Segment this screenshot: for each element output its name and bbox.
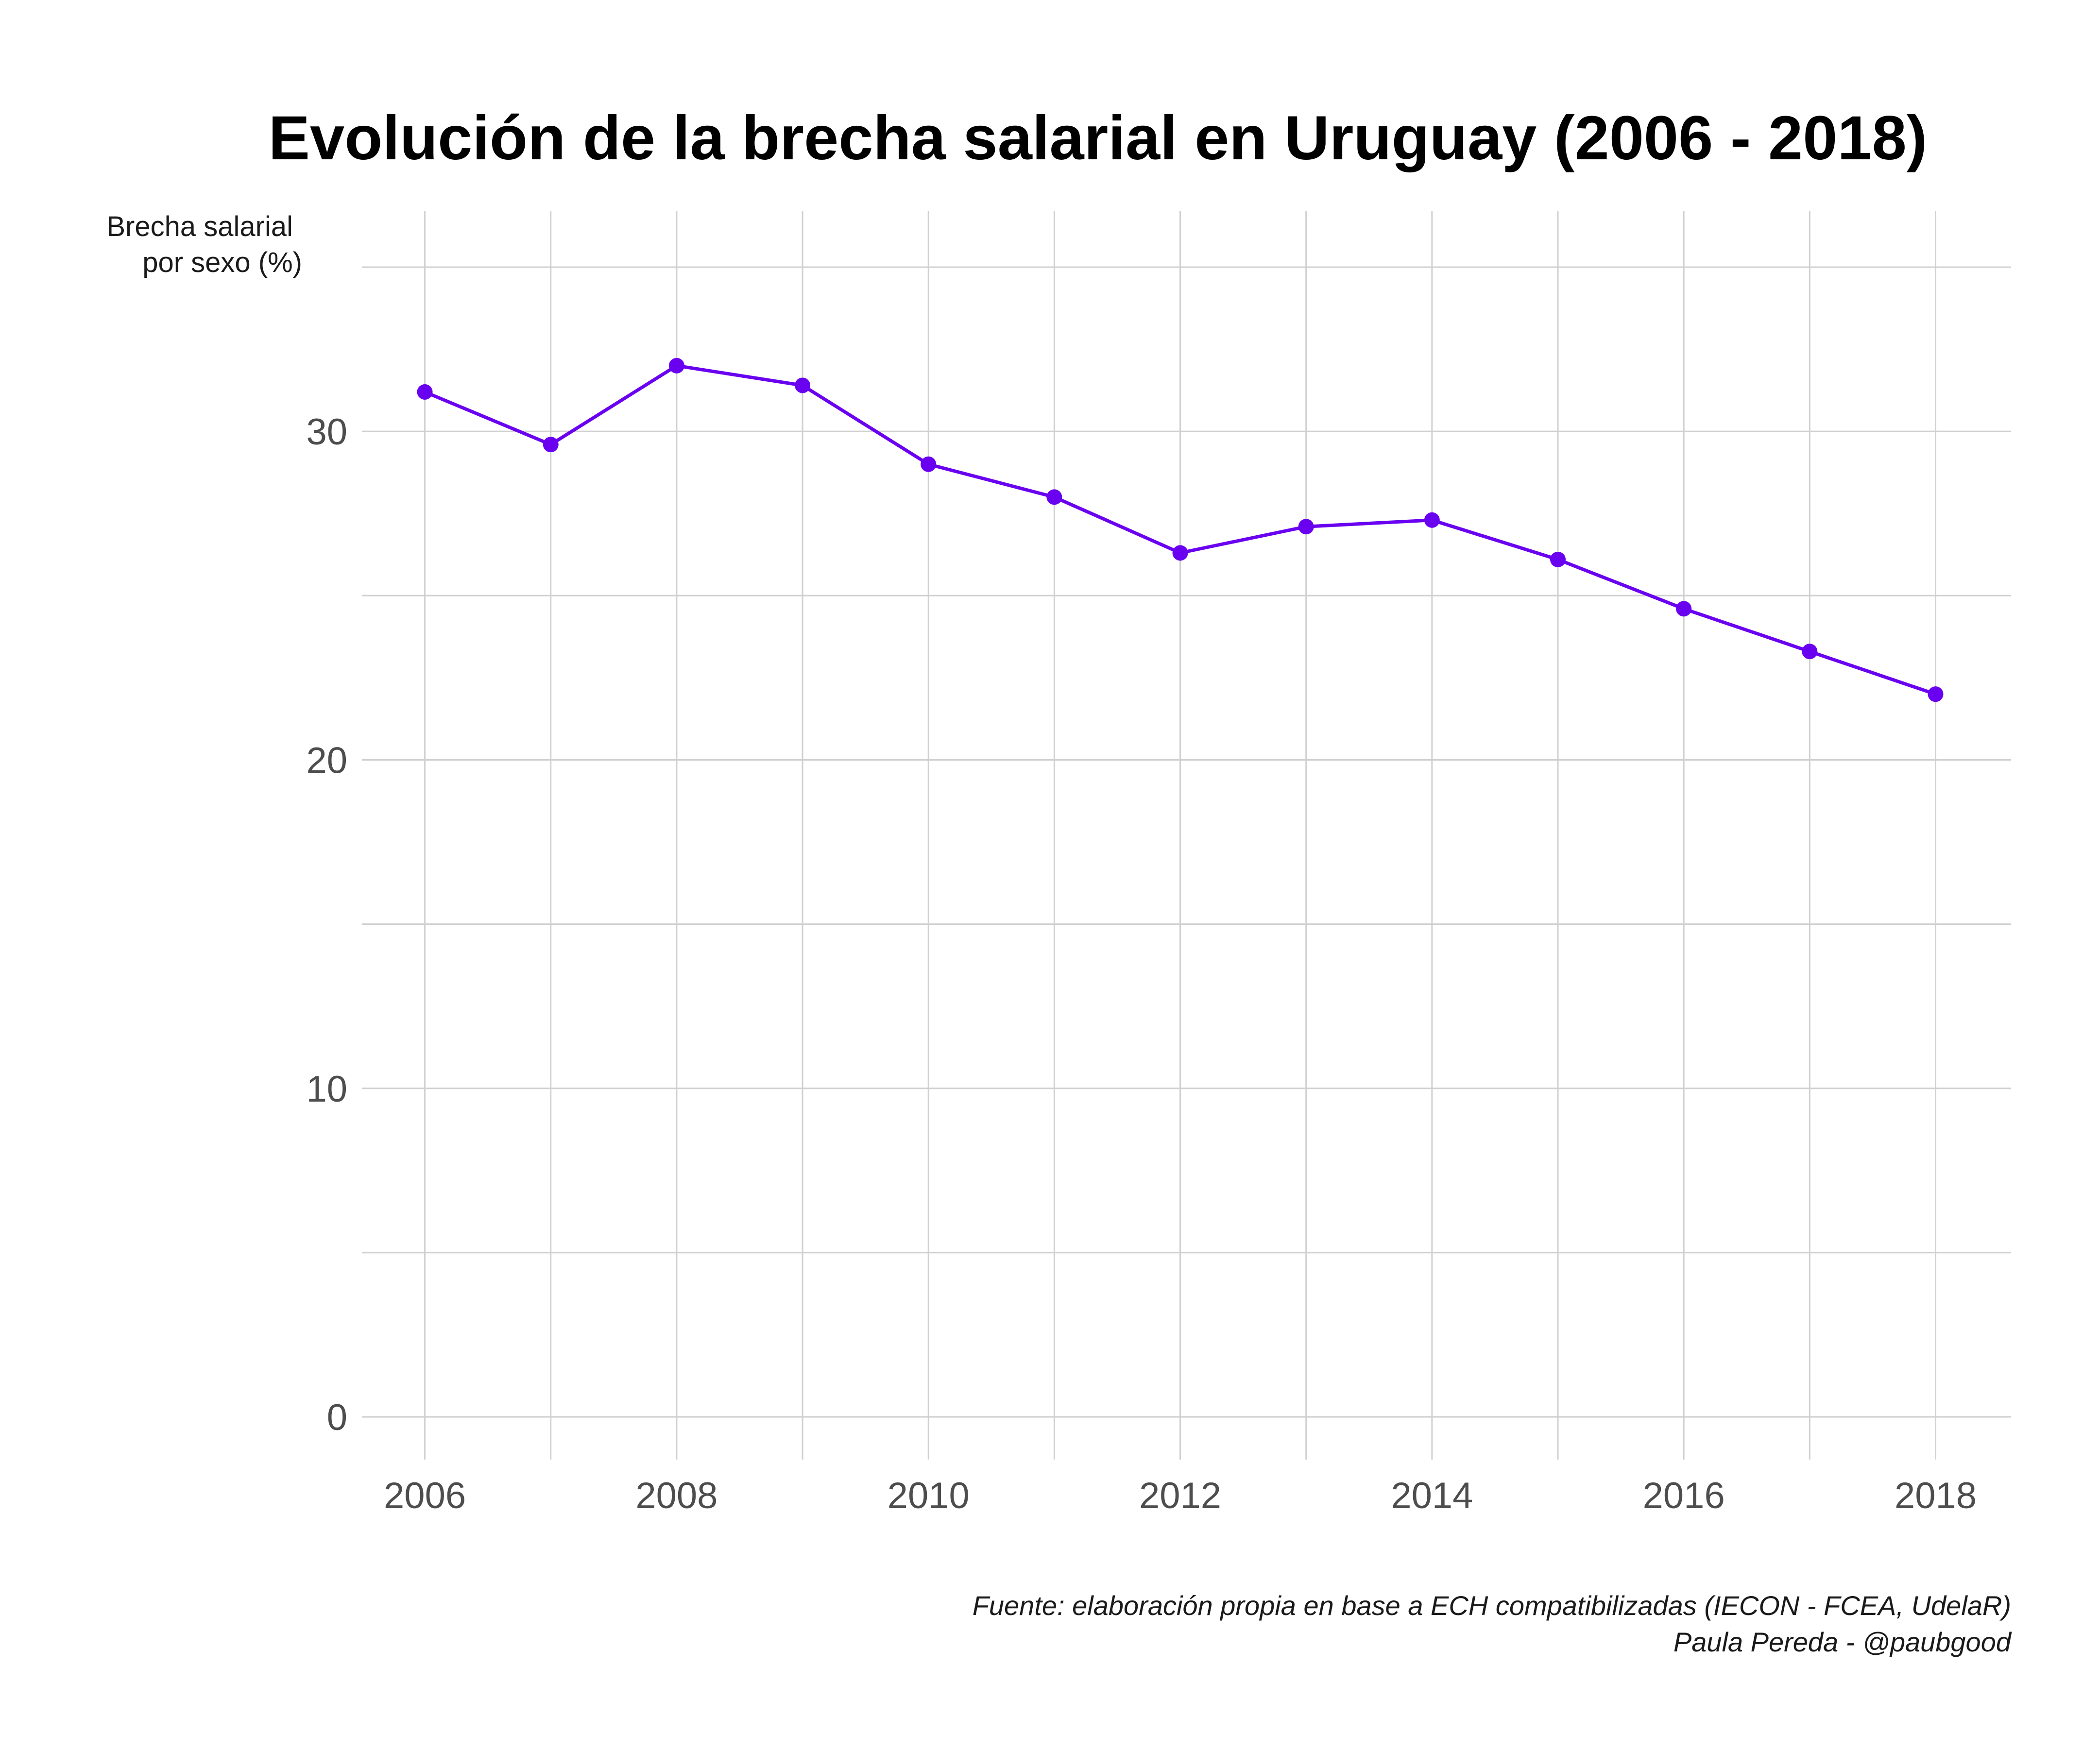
data-point bbox=[417, 384, 433, 400]
data-point bbox=[1046, 489, 1062, 505]
data-point bbox=[1172, 545, 1188, 561]
y-tick-label: 0 bbox=[327, 1397, 347, 1438]
data-point bbox=[1424, 512, 1440, 528]
data-point bbox=[1928, 686, 1944, 702]
series-brecha-salarial bbox=[417, 357, 1944, 702]
x-tick-label: 2014 bbox=[1391, 1475, 1473, 1516]
y-tick-label: 10 bbox=[306, 1069, 347, 1110]
x-tick-label: 2016 bbox=[1643, 1475, 1725, 1516]
source-caption: Fuente: elaboración propia en base a ECH… bbox=[973, 1590, 2011, 1621]
chart-title: Evolución de la brecha salarial en Urugu… bbox=[269, 103, 1928, 173]
x-tick-label: 2010 bbox=[888, 1475, 970, 1516]
y-axis-label-line-1: Brecha salarial bbox=[106, 211, 293, 242]
x-tick-label: 2008 bbox=[635, 1475, 717, 1516]
data-point bbox=[1676, 601, 1692, 617]
x-tick-label: 2012 bbox=[1139, 1475, 1221, 1516]
data-point bbox=[1298, 519, 1314, 535]
x-tick-label: 2006 bbox=[384, 1475, 466, 1516]
grid bbox=[362, 211, 2011, 1460]
y-tick-label: 20 bbox=[306, 740, 347, 781]
data-point bbox=[668, 357, 684, 374]
data-point bbox=[1550, 551, 1566, 567]
data-point bbox=[543, 437, 559, 453]
author-caption: Paula Pereda - @paubgood bbox=[1673, 1627, 2012, 1657]
x-tick-label: 2018 bbox=[1895, 1475, 1977, 1516]
data-point bbox=[1802, 644, 1818, 660]
y-axis-label-line-2: por sexo (%) bbox=[142, 247, 302, 278]
axis-ticks: 0 10 20 30 2006 2008 2010 2012 2014 2016 2018 bbox=[306, 411, 1977, 1516]
y-tick-label: 30 bbox=[306, 411, 347, 453]
data-point bbox=[795, 377, 811, 393]
data-point bbox=[921, 456, 937, 472]
